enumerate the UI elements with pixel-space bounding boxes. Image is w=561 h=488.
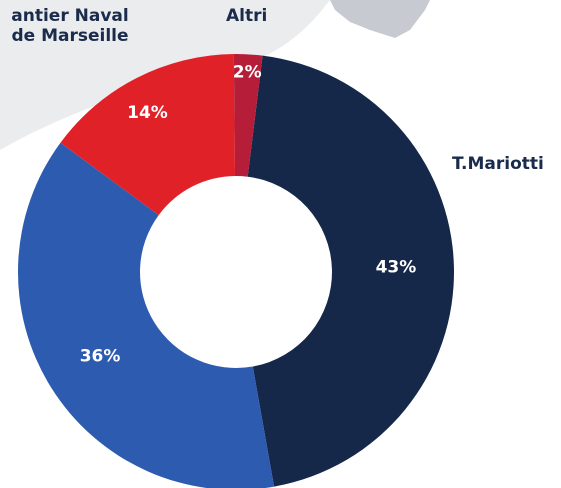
- label-chantier-line2: de Marseille: [11, 26, 129, 46]
- donut-slice-0: [247, 55, 454, 487]
- slice-value-label-0: 43%: [376, 258, 417, 278]
- slice-value-label-2: 14%: [127, 103, 168, 123]
- label-chantier-naval: antier Naval de Marseille: [0, 6, 140, 46]
- label-altri: Altri: [226, 6, 268, 26]
- donut-slice-3: [233, 54, 263, 177]
- slice-value-label-1: 36%: [80, 346, 121, 366]
- map-land: [330, 0, 430, 38]
- donut-slices: [18, 54, 454, 488]
- donut-slice-2: [60, 54, 236, 216]
- label-t-mariotti: T.Mariotti: [452, 154, 544, 174]
- label-chantier-line1: antier Naval: [11, 6, 129, 26]
- slice-value-label-3: 2%: [233, 62, 262, 82]
- donut-slice-1: [18, 142, 275, 488]
- donut-slice-labels: 43% 36% 14% 2%: [80, 62, 417, 366]
